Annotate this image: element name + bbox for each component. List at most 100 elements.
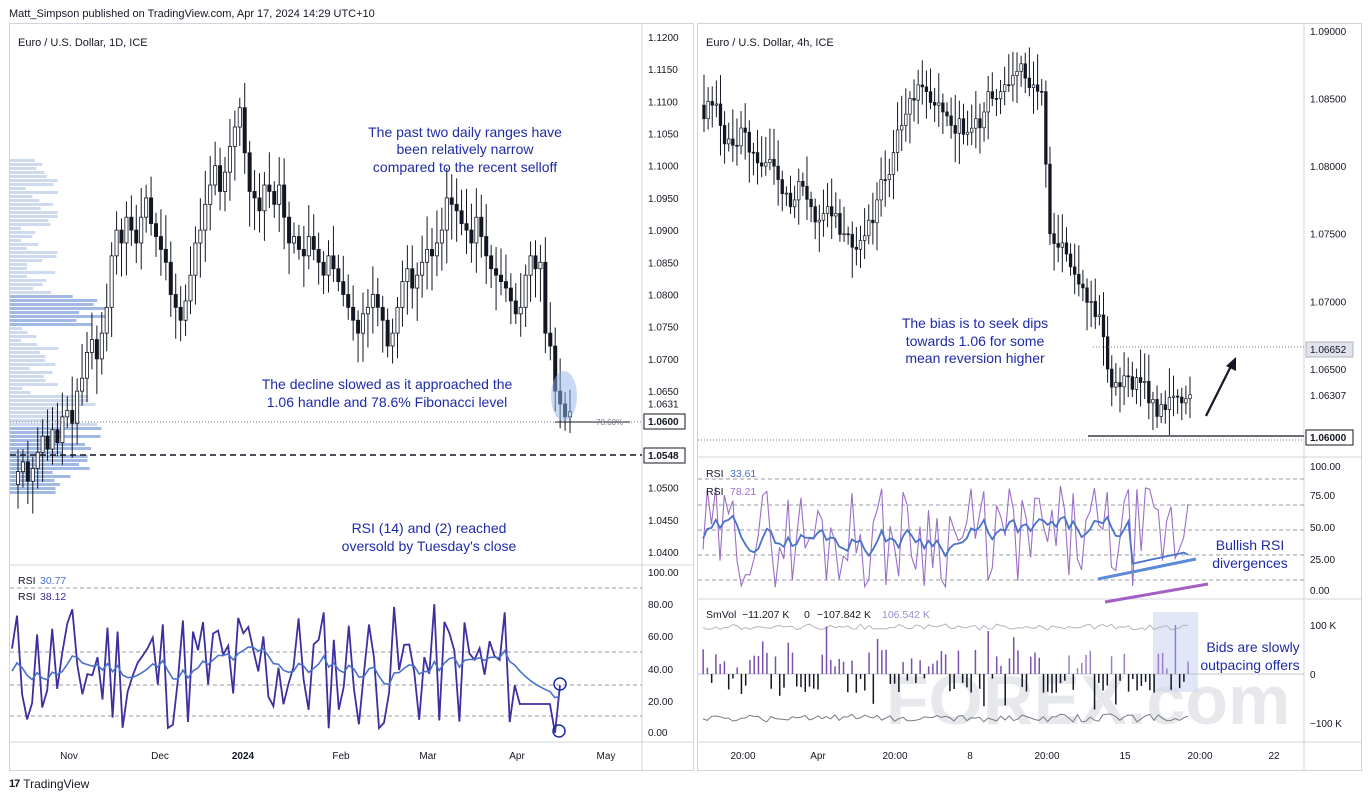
profile-bar — [10, 363, 56, 366]
profile-bar — [10, 371, 53, 374]
candle-body — [198, 229, 203, 244]
vol-bar — [1021, 674, 1023, 688]
vol-bar — [1085, 654, 1087, 674]
rsi-pane-right — [698, 478, 1304, 604]
candle-body — [149, 197, 154, 225]
candle-body — [370, 294, 375, 308]
price-badge-10600-text: 1.06000 — [1310, 433, 1347, 444]
candle-body — [425, 249, 430, 263]
vol-bar — [1174, 624, 1177, 674]
candle-body — [957, 118, 962, 134]
candle-body — [459, 210, 464, 225]
left-rsi-scale: 100.00 80.00 60.00 40.00 20.00 0.00 — [648, 568, 679, 739]
candle-body — [1064, 242, 1069, 255]
rsi-tick: 80.00 — [648, 600, 673, 611]
candle-body — [862, 235, 867, 241]
rsi-tick: 75.00 — [1310, 491, 1335, 502]
price-tick: 1.1050 — [648, 129, 679, 140]
price-tick: 1.0631 — [648, 399, 679, 410]
candle-body — [89, 339, 94, 353]
candle-body — [1171, 395, 1176, 398]
left-chart-panel[interactable]: 78.60% The past two daily ranges have be… — [9, 23, 694, 771]
candle-body — [891, 152, 896, 175]
profile-bar — [10, 207, 41, 210]
candle-body — [109, 255, 114, 308]
candle-body — [970, 127, 974, 133]
vol-bar — [1187, 661, 1189, 674]
candle-body — [780, 179, 784, 195]
profile-bar — [10, 263, 28, 266]
candle-body — [227, 145, 232, 173]
price-tick: 1.1200 — [648, 33, 679, 44]
candle-body — [454, 203, 459, 212]
candle-body — [887, 174, 891, 180]
time-label: 22 — [1268, 751, 1280, 762]
right-chart-panel[interactable]: FOREX.com The bias is to seek dips towar… — [697, 23, 1362, 771]
profile-bar — [10, 171, 45, 174]
profile-bar — [10, 255, 57, 258]
profile-bar — [10, 327, 23, 330]
candle-body — [479, 216, 484, 237]
profile-bar — [10, 359, 46, 362]
price-tick: 1.06307 — [1310, 391, 1347, 402]
profile-bar — [10, 431, 64, 434]
vol-bar — [1123, 653, 1126, 674]
candle-body — [1003, 84, 1007, 93]
left-chart-title: Euro / U.S. Dollar, 1D, ICE — [18, 37, 148, 49]
vol-bar — [927, 666, 930, 674]
price-tick: 1.0900 — [648, 226, 679, 237]
profile-bar — [10, 339, 22, 342]
tradingview-footer[interactable]: 17 TradingView — [9, 777, 89, 791]
candle-body — [879, 179, 883, 201]
vol-bar — [970, 674, 972, 693]
candle-body — [484, 236, 489, 257]
price-badge-106652 — [1305, 341, 1354, 358]
right-chart-title: Euro / U.S. Dollar, 4h, ICE — [706, 37, 834, 49]
rsi-legend-b-label-right: RSI — [706, 486, 724, 498]
candle-body — [99, 332, 104, 360]
candle-body — [867, 219, 871, 237]
candle-body — [35, 451, 40, 469]
profile-bar — [10, 291, 51, 294]
vol-bar — [1012, 637, 1015, 674]
candle-body — [242, 107, 247, 154]
price-tick: 1.0400 — [648, 548, 679, 559]
candle-body — [986, 91, 990, 113]
candle-body — [380, 306, 385, 321]
vol-bar — [978, 674, 981, 689]
profile-bar — [10, 299, 98, 302]
right-chart-svg[interactable]: FOREX.com The bias is to seek dips towar… — [698, 24, 1361, 770]
candle-body — [60, 416, 65, 444]
candle-body — [900, 125, 904, 131]
candle-body — [764, 162, 768, 167]
rsi-tick: 100.00 — [648, 568, 679, 579]
rsi-pane-left — [10, 587, 642, 738]
profile-bar — [10, 231, 36, 234]
rsi-legend-a-label-right: RSI — [706, 468, 724, 480]
vol-bar — [842, 661, 845, 674]
vol-legend-v4: 106.542 K — [882, 609, 930, 621]
left-chart-svg[interactable]: 78.60% The past two daily ranges have be… — [10, 24, 693, 770]
profile-bar — [10, 387, 23, 390]
candle-body — [838, 213, 842, 235]
vol-bar — [1076, 668, 1079, 674]
profile-bar — [10, 423, 98, 426]
profile-bar — [10, 315, 108, 318]
vol-bar — [889, 674, 892, 684]
profile-bar — [10, 187, 26, 190]
candle-body — [489, 255, 494, 270]
time-label: Apr — [810, 751, 826, 762]
candle-body — [1184, 398, 1188, 404]
profile-bar — [10, 411, 63, 414]
vol-bar — [817, 674, 819, 690]
vol-bar — [1161, 652, 1164, 674]
up-arrow-icon — [1205, 357, 1236, 417]
candle-body — [1122, 375, 1126, 388]
profile-bar — [10, 367, 30, 370]
vol-bar — [1000, 665, 1002, 674]
vol-bar — [1068, 655, 1070, 674]
profile-bar — [10, 391, 31, 394]
candle-body — [94, 339, 99, 360]
annotation-bias-2: towards 1.06 for some — [906, 333, 1045, 349]
candle-body — [410, 268, 415, 289]
